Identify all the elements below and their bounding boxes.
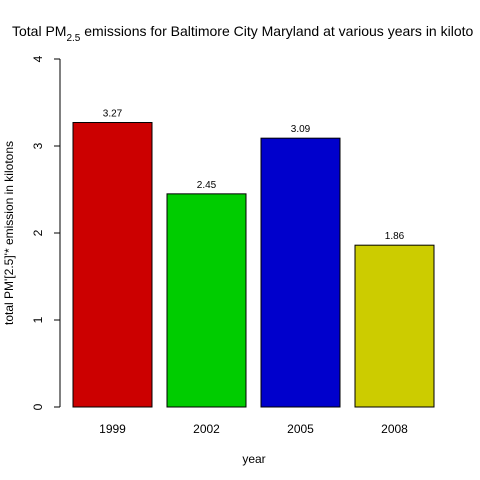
y-tick-label: 4 <box>31 55 45 62</box>
x-tick-label: 2002 <box>193 422 220 436</box>
y-tick-label: 1 <box>31 316 45 323</box>
value-label: 2.45 <box>197 180 217 191</box>
bar-2008 <box>354 244 435 408</box>
value-label: 3.27 <box>103 109 123 120</box>
y-axis: 0 1 2 3 4 <box>31 55 61 410</box>
chart-title-subscript: 2.5 <box>66 33 80 44</box>
x-axis-label: year <box>242 452 265 466</box>
value-label: 3.09 <box>291 124 311 135</box>
chart-title-prefix: Total PM <box>12 23 66 39</box>
x-tick-label: 1999 <box>99 422 126 436</box>
y-tick-label: 2 <box>31 229 45 236</box>
y-tick-label: 3 <box>31 142 45 149</box>
chart-title: Total PM2.5 emissions for Baltimore City… <box>12 23 474 44</box>
y-axis-label: total PM'[2.5]'* emission in kilotons <box>2 141 16 325</box>
y-tick-label: 0 <box>31 403 45 410</box>
bars <box>72 122 435 408</box>
x-tick-label: 2005 <box>287 422 314 436</box>
chart-title-suffix: emissions for Baltimore City Maryland at… <box>80 23 473 39</box>
value-label: 1.86 <box>385 231 405 242</box>
bar-1999 <box>72 122 153 408</box>
x-tick-labels: 1999 2002 2005 2008 <box>99 422 408 436</box>
value-labels: 3.27 2.45 3.09 1.86 <box>103 109 405 243</box>
x-tick-label: 2008 <box>381 422 408 436</box>
bar-2002 <box>166 193 247 408</box>
bar-2005 <box>260 137 341 408</box>
